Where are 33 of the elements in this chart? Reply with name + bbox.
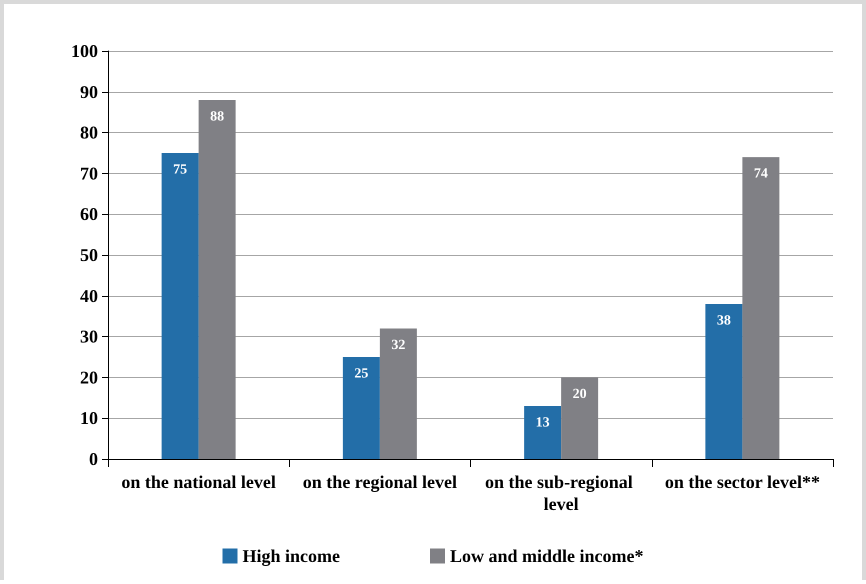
bar xyxy=(524,406,562,459)
bar xyxy=(561,377,598,459)
data-label: 74 xyxy=(754,166,768,182)
data-label: 25 xyxy=(354,366,368,382)
y-tick-label: 50 xyxy=(80,245,98,265)
data-label: 13 xyxy=(536,415,550,430)
legend-label: Low and middle income* xyxy=(450,546,644,566)
data-label: 88 xyxy=(210,109,224,124)
y-tick-label: 90 xyxy=(80,82,98,102)
x-tick-label: on the sector level** xyxy=(664,472,820,492)
y-tick-label: 10 xyxy=(80,408,98,428)
bar xyxy=(742,157,780,459)
x-tick-label: on the regional level xyxy=(302,472,457,492)
legend-label: High income xyxy=(242,546,340,566)
y-tick-label: 30 xyxy=(80,326,98,347)
bar xyxy=(342,357,380,459)
y-tick-label: 60 xyxy=(80,204,98,224)
bar xyxy=(380,328,417,459)
y-tick-label: 70 xyxy=(80,163,98,184)
y-tick-label: 20 xyxy=(80,367,98,388)
y-tick-label: 40 xyxy=(80,286,98,306)
bar xyxy=(705,304,742,459)
y-tick-label: 80 xyxy=(80,122,98,143)
y-tick-label: 100 xyxy=(71,41,98,61)
x-tick-label: on the national level xyxy=(121,472,276,492)
bar xyxy=(162,153,199,459)
y-tick-label: 0 xyxy=(89,449,98,469)
data-label: 20 xyxy=(572,386,587,402)
data-label: 38 xyxy=(716,313,731,328)
data-label: 75 xyxy=(173,162,188,178)
bar xyxy=(198,100,236,459)
data-label: 32 xyxy=(391,338,406,353)
x-tick-label: on the sub-regional level xyxy=(485,472,638,514)
